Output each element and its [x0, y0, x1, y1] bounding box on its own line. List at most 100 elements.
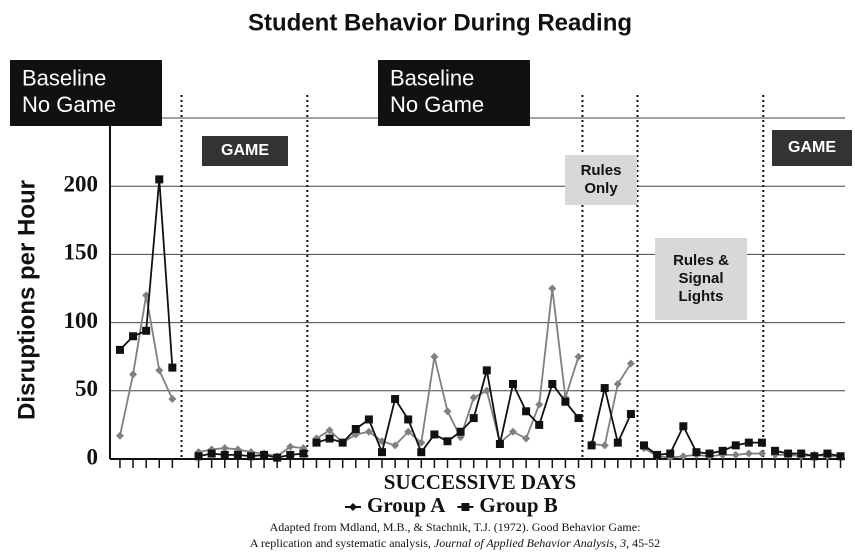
marker-diamond [325, 426, 334, 435]
marker-square [810, 452, 819, 461]
marker-square [771, 446, 780, 455]
marker-diamond [430, 352, 439, 361]
phase-label: GAME [221, 142, 269, 159]
marker-square [574, 414, 583, 423]
marker-square [233, 450, 242, 459]
source-note: Adapted from Mdland, M.B., & Stachnik, T… [270, 520, 641, 534]
phase-label: Signal [678, 270, 723, 287]
marker-diamond [129, 370, 138, 379]
phase-label-box [565, 155, 637, 205]
marker-diamond [757, 449, 766, 458]
marker-diamond [600, 441, 609, 450]
marker-square [312, 438, 321, 447]
marker-square [836, 452, 845, 461]
marker-square [705, 449, 714, 458]
marker-square [626, 409, 635, 418]
phase-label-box [378, 60, 530, 126]
y-tick-label: 100 [64, 308, 99, 333]
phase-label: GAME [788, 139, 836, 156]
marker-square [522, 407, 531, 416]
source-journal: Journal of Applied Behavior Analysis, 3, [434, 536, 629, 550]
marker-square [115, 345, 124, 354]
marker-square [823, 449, 832, 458]
phase-label: No Game [22, 92, 116, 117]
y-tick-label: 200 [64, 171, 99, 196]
marker-square [640, 441, 649, 450]
marker-diamond [482, 386, 491, 395]
marker-square [351, 424, 360, 433]
series-line [590, 387, 632, 446]
marker-diamond [626, 359, 635, 368]
legend-label: Group B [479, 493, 557, 517]
marker-square [207, 449, 216, 458]
marker-square [613, 438, 622, 447]
marker-square [653, 450, 662, 459]
phase-label: Lights [679, 288, 724, 305]
phase-label-box [655, 238, 747, 320]
y-tick-label: 0 [87, 444, 99, 469]
y-tick-label: 50 [75, 376, 98, 401]
marker-square [495, 439, 504, 448]
marker-square [417, 448, 426, 457]
marker-square [744, 438, 753, 447]
marker-square [377, 448, 386, 457]
marker-square [784, 449, 793, 458]
marker-diamond [155, 366, 164, 375]
phase-label: No Game [390, 92, 484, 117]
marker-square [692, 448, 701, 457]
marker-square [456, 427, 465, 436]
marker-square [299, 449, 308, 458]
y-tick-label: 150 [64, 240, 99, 265]
marker-diamond [469, 393, 478, 402]
legend-marker [349, 503, 357, 511]
marker-diamond [391, 441, 400, 450]
phase-label: Rules [581, 162, 622, 179]
marker-square [666, 449, 675, 458]
marker-square [757, 438, 766, 447]
marker-square [587, 441, 596, 450]
marker-square [142, 326, 151, 335]
legend-label: Group A [367, 493, 446, 517]
marker-square [404, 415, 413, 424]
marker-diamond [548, 284, 557, 293]
marker-square [129, 332, 138, 341]
marker-diamond [509, 427, 518, 436]
phase-label-box [772, 130, 852, 166]
marker-diamond [613, 379, 622, 388]
series-line [591, 363, 632, 447]
series-line [643, 424, 762, 456]
marker-diamond [286, 442, 295, 451]
marker-square [325, 434, 334, 443]
phase-label-box [10, 60, 162, 126]
y-axis-label: Disruptions per Hour [13, 180, 40, 420]
phase-label-box [202, 136, 288, 166]
marker-square [482, 366, 491, 375]
marker-square [535, 420, 544, 429]
marker-diamond [522, 434, 531, 443]
phase-label: Baseline [22, 66, 106, 91]
marker-square [220, 450, 229, 459]
marker-diamond [417, 438, 426, 447]
marker-square [430, 430, 439, 439]
marker-square [260, 450, 269, 459]
marker-diamond [364, 427, 373, 436]
series-line [119, 295, 174, 436]
phase-label: Rules & [673, 252, 729, 269]
marker-square [194, 452, 203, 461]
legend-marker [461, 503, 470, 511]
phase-label: Only [584, 180, 618, 197]
marker-square [731, 441, 740, 450]
marker-square [718, 446, 727, 455]
marker-diamond [168, 394, 177, 403]
source-part: A replication and systematic analysis, [250, 536, 434, 550]
marker-square [273, 453, 282, 462]
marker-square [168, 363, 177, 372]
marker-diamond [220, 444, 229, 453]
marker-diamond [443, 407, 452, 416]
marker-square [600, 384, 609, 393]
marker-square [246, 452, 255, 461]
series-line [119, 179, 174, 368]
marker-square [469, 414, 478, 423]
marker-square [391, 394, 400, 403]
phase-label: Baseline [390, 66, 474, 91]
